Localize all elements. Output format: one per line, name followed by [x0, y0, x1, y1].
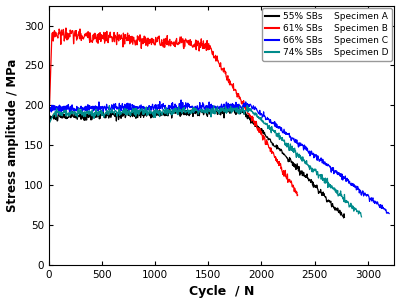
X-axis label: Cycle  / N: Cycle / N — [189, 285, 254, 299]
Legend: 55% SBs    Specimen A, 61% SBs    Specimen B, 66% SBs    Specimen C, 74% SBs    : 55% SBs Specimen A, 61% SBs Specimen B, … — [262, 8, 392, 61]
Y-axis label: Stress amplitude / MPa: Stress amplitude / MPa — [6, 59, 18, 212]
